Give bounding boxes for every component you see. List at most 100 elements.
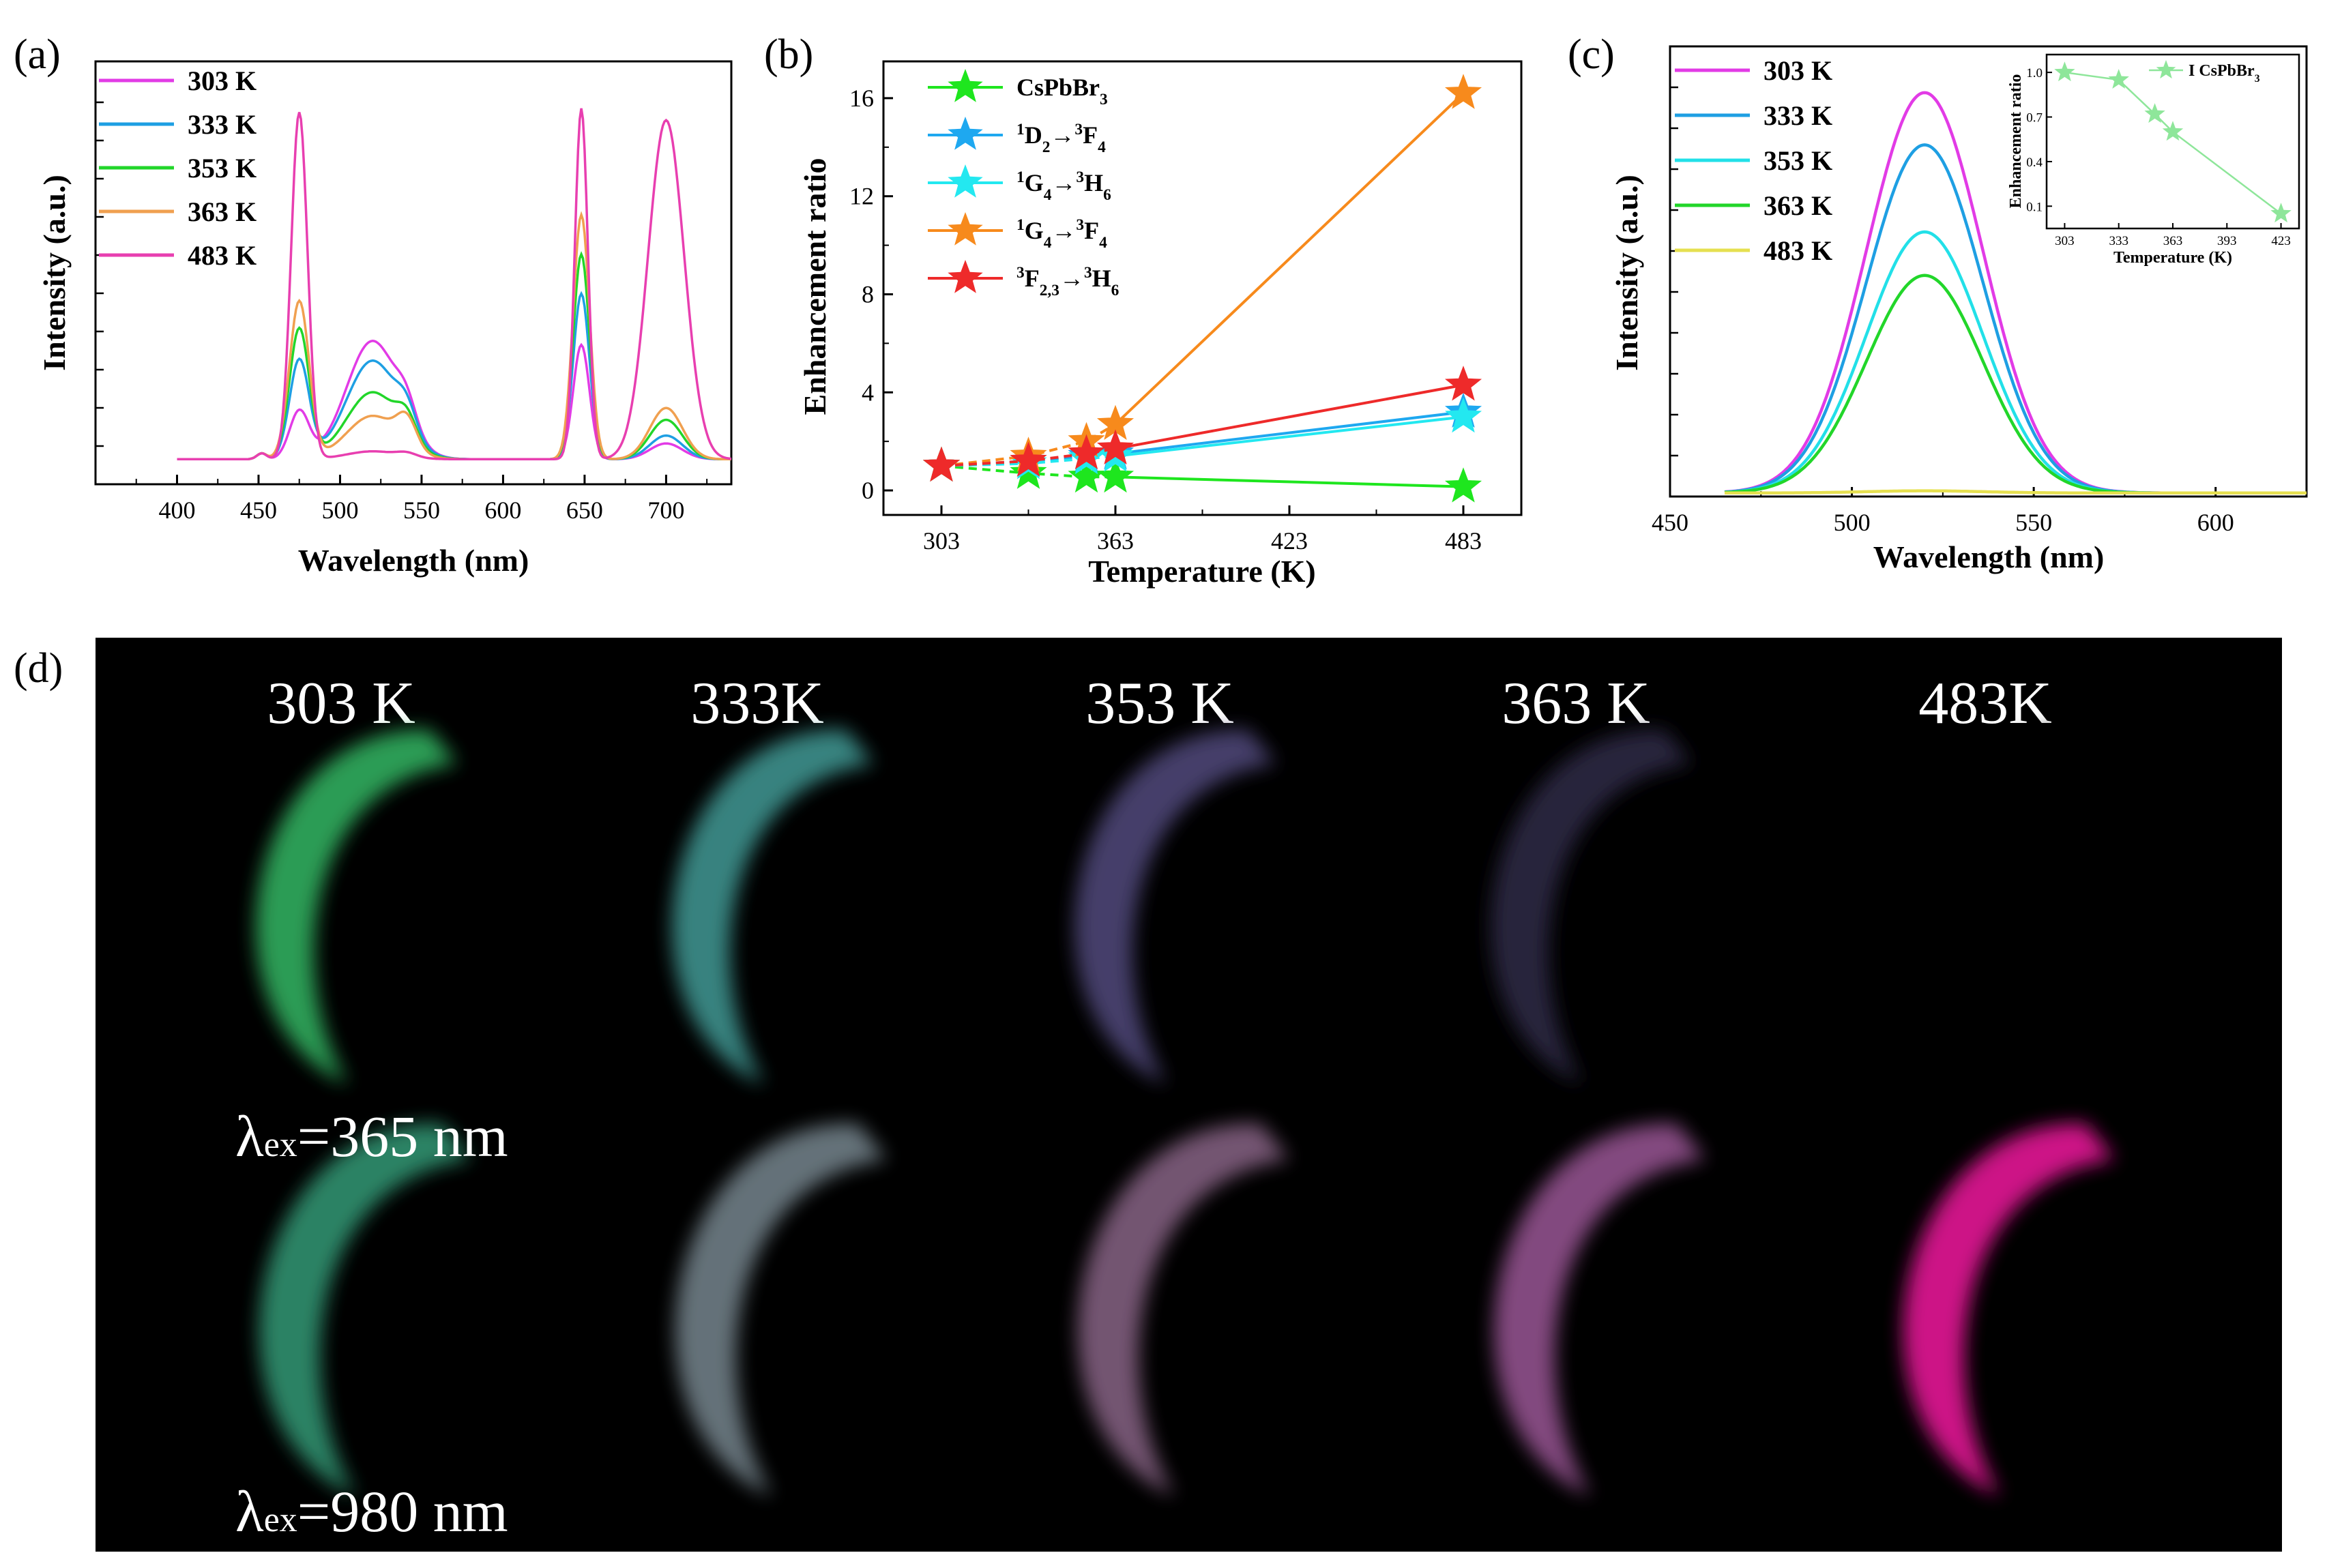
inset-x-tick-label: 363: [2163, 234, 2183, 248]
inset-x-tick-label: 423: [2271, 234, 2291, 248]
legend-swatch-star: [948, 260, 983, 293]
data-point-star: [922, 446, 961, 482]
legend-text-part: F: [1083, 121, 1098, 149]
photo-row-980nm: [259, 1123, 2115, 1496]
panel-a-label: (a): [14, 31, 61, 78]
legend-text-part: G: [1025, 217, 1044, 244]
panel-c-legend: 303 K 333 K 353 K 363 K 483 K: [1675, 55, 1832, 266]
photo-crescent-365: [1491, 729, 1692, 1084]
temperature-label: 303 K: [267, 670, 415, 737]
inset-y-tick-label: 0.1: [2026, 200, 2043, 214]
series-line-s_1d2: [1115, 411, 1464, 456]
legend-label: 3F2,3→3H6: [1016, 264, 1119, 299]
data-point-star: [1096, 429, 1135, 464]
x-tick-label: 400: [158, 497, 195, 524]
panel-c-chart: (c) 450 500 550 600 303 K 333 K 353 K 363 K 483…: [1568, 31, 2308, 574]
inset-series: [2054, 61, 2292, 223]
legend-label: 363 K: [1763, 190, 1832, 221]
y-tick-label: 12: [849, 183, 874, 210]
panel-c-frame: [1669, 45, 2308, 498]
legend-text-part: 1: [1016, 216, 1025, 234]
photo-crescent-365: [1900, 729, 2101, 1084]
legend-label: 303 K: [1763, 55, 1832, 86]
temperature-label: 483K: [1918, 670, 2052, 737]
legend-label: 483 K: [1763, 235, 1832, 266]
excitation-value: =980 nm: [297, 1479, 508, 1544]
series-line-c353K: [1724, 230, 2307, 495]
data-point-star: [1068, 434, 1105, 470]
series-line-353K: [177, 251, 731, 461]
legend-text-part: 3: [2255, 73, 2260, 85]
panel-c-label: (c): [1568, 31, 1615, 78]
inset-y-tick-label: 0.7: [2026, 111, 2043, 125]
legend-text-part: 4: [1044, 234, 1052, 252]
legend-label: 483 K: [188, 240, 257, 271]
series-dashed-s_3f23: [941, 447, 1116, 468]
series-line-c483K: [1725, 489, 2307, 495]
photo-crescent-980: [1903, 1123, 2115, 1496]
series-line-483K: [177, 108, 732, 461]
panel-d-photos: (d) 303 K 333K 353 K 363 K 483K λex=365 nm λ…: [14, 638, 2282, 1552]
excitation-value: =365 nm: [297, 1104, 508, 1169]
legend-text-part: 3: [1076, 168, 1084, 186]
legend-label: 1G4→3F4: [1016, 216, 1107, 252]
series-line-s_1g4_3f4: [1114, 92, 1465, 426]
photo-crescent-365: [256, 729, 457, 1084]
x-tick-label: 500: [321, 497, 358, 524]
legend-label: 363 K: [188, 196, 257, 227]
legend-label: 333 K: [188, 109, 257, 140]
legend-text-part: G: [1025, 169, 1044, 196]
series-line-303K: [177, 340, 731, 461]
legend-text-part: 4: [1099, 234, 1107, 252]
series-dashed-s_1g4_3f4: [941, 423, 1117, 468]
legend-text-part: 6: [1111, 282, 1119, 299]
y-tick-label: 16: [849, 85, 874, 112]
inset-y-tick-label: 0.4: [2026, 156, 2043, 170]
legend-label: CsPbBr3: [1016, 74, 1108, 108]
inset-ticks: 303 333 363 393 423 0.1 0.4 0.7 1.0: [2026, 66, 2291, 248]
inset-x-tick-label: 333: [2109, 234, 2128, 248]
legend-text-part: D: [1025, 121, 1042, 149]
x-tick-label: 450: [240, 497, 277, 524]
panel-c-series: [1724, 91, 2307, 495]
legend-text-part: →: [1059, 265, 1084, 292]
panel-a-series: [177, 108, 732, 461]
data-point-star: [1444, 467, 1482, 503]
x-tick-label: 423: [1271, 527, 1308, 554]
ex-subscript: ex: [264, 1125, 297, 1164]
x-tick-label: 483: [1445, 527, 1482, 554]
inset-data-point-star: [2144, 103, 2165, 123]
legend-text-part: 1: [1016, 168, 1025, 186]
panel-b-xlabel: Temperature (K): [1088, 554, 1315, 589]
photo-temperature-labels: 303 K 333K 353 K 363 K 483K: [267, 670, 2052, 737]
inset-x-tick-label: 393: [2217, 234, 2237, 248]
data-point-star: [1096, 457, 1135, 493]
legend-swatch-star: [948, 117, 983, 150]
legend-text-part: I CsPbBr: [2189, 62, 2255, 80]
y-tick-label: 0: [862, 477, 874, 504]
series-dashed-s_cspbbr3: [941, 464, 1115, 479]
legend-label: 333 K: [1763, 100, 1832, 131]
legend-text-part: →: [1051, 169, 1076, 196]
x-tick-label: 600: [2197, 509, 2234, 536]
inset-legend-label: I CsPbBr3: [2189, 62, 2260, 85]
legend-label: 1D2→3F4: [1016, 121, 1106, 156]
inset-data-point-star: [2054, 61, 2075, 82]
legend-text-part: 4: [1044, 186, 1052, 204]
panel-c-xticks: 450 500 550 600: [1652, 86, 2234, 536]
temperature-label: 333K: [690, 670, 824, 737]
inset-ylabel: Enhancement ratio: [2007, 74, 2025, 209]
series-line-s_1g4_3h6: [1115, 415, 1464, 458]
panel-c-ylabel: Intensity (a.u.): [1609, 175, 1644, 371]
inset-data-point-star: [2108, 69, 2129, 89]
photo-crescent-980: [675, 1123, 887, 1496]
legend-text-part: 3: [1076, 216, 1084, 234]
legend-text-part: 3: [1084, 264, 1092, 282]
x-tick-label: 450: [1652, 509, 1688, 536]
inset-y-tick-label: 1.0: [2026, 66, 2043, 80]
legend-swatch-star: [948, 212, 983, 246]
